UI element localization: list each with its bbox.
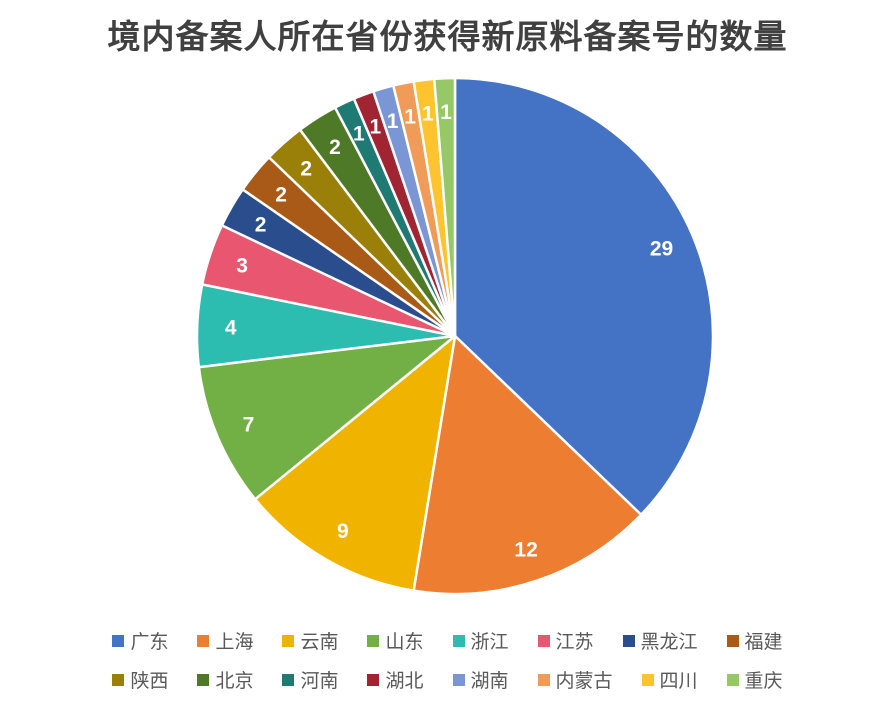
pie-slice-15 [432,76,457,338]
legend-item-9: 北京 [197,666,253,693]
legend-item-6: 黑龙江 [622,627,698,654]
legend-item-1: 上海 [197,627,253,654]
legend-label: 江苏 [555,632,594,653]
legend-label: 福建 [744,632,783,653]
legend-label: 山东 [385,632,424,653]
pie-slice-1 [412,334,643,596]
legend-item-11: 湖北 [367,666,424,693]
pie-slice-2 [253,334,457,592]
legend-item-5: 江苏 [537,627,594,654]
slice-value-label-2: 9 [337,520,349,543]
legend-swatch-icon [367,673,380,686]
legend-label: 上海 [215,632,254,653]
legend-swatch-icon [112,673,125,686]
legend-swatch-icon [726,673,739,686]
legend-item-2: 云南 [282,627,338,654]
legend-swatch-icon [367,634,380,647]
legend-label: 湖北 [385,671,424,692]
legend-label: 北京 [215,671,254,692]
slice-value-label-12: 1 [387,110,399,133]
legend-label: 重庆 [744,671,783,692]
legend-swatch-icon [622,634,635,647]
legend-label: 云南 [300,632,339,653]
legend-label: 黑龙江 [640,632,698,653]
legend-label: 陕西 [130,671,169,692]
slice-value-label-0: 29 [650,238,673,261]
slice-value-label-7: 2 [275,184,287,207]
slice-value-label-15: 1 [440,101,452,124]
slice-value-label-1: 12 [514,538,537,561]
slice-value-label-4: 4 [225,317,237,340]
legend-label: 湖南 [470,671,509,692]
legend-swatch-icon [726,634,739,647]
legend-label: 河南 [300,671,339,692]
legend-item-13: 内蒙古 [537,666,613,693]
legend-item-0: 广东 [112,627,168,654]
legend-item-15: 重庆 [726,666,783,693]
slice-value-label-13: 1 [404,106,416,129]
slice-value-label-9: 2 [329,136,341,159]
legend-item-12: 湖南 [452,666,509,693]
legend-item-4: 浙江 [452,627,509,654]
legend-label: 浙江 [470,632,509,653]
slice-value-label-3: 7 [243,414,255,437]
legend-item-10: 河南 [282,666,338,693]
legend-swatch-icon [537,634,550,647]
legend-item-14: 四川 [641,666,698,693]
slice-value-label-6: 2 [255,213,267,236]
legend-label: 四川 [659,671,698,692]
legend-item-3: 山东 [367,627,424,654]
legend-swatch-icon [197,673,210,686]
chart-title: 境内备案人所在省份获得新原料备案号的数量 [107,18,788,55]
legend-label: 内蒙古 [555,671,613,692]
slice-value-label-5: 3 [236,254,248,277]
chart-legend: 广东 上海 云南 山东 浙江 江苏 黑龙江 福建陕西 北京 河南 湖北 湖南 内蒙古 四川 重庆 [0,621,895,699]
legend-row-1: 广东 上海 云南 山东 浙江 江苏 黑龙江 福建 [0,621,895,660]
legend-swatch-icon [452,634,465,647]
slice-value-label-10: 1 [353,123,365,146]
legend-row-2: 陕西 北京 河南 湖北 湖南 内蒙古 四川 重庆 [0,660,895,699]
legend-swatch-icon [112,634,125,647]
slice-value-label-8: 2 [300,158,312,181]
legend-swatch-icon [452,673,465,686]
slice-value-label-14: 1 [422,103,434,126]
slice-value-label-11: 1 [370,116,382,139]
legend-swatch-icon [537,673,550,686]
legend-swatch-icon [282,673,295,686]
legend-swatch-icon [282,634,295,647]
legend-item-8: 陕西 [112,666,168,693]
pie-slice-3 [197,334,457,501]
legend-label: 广东 [130,632,169,653]
legend-swatch-icon [641,673,654,686]
pie-slice-0 [453,76,715,516]
legend-item-7: 福建 [726,627,783,654]
legend-swatch-icon [197,634,210,647]
